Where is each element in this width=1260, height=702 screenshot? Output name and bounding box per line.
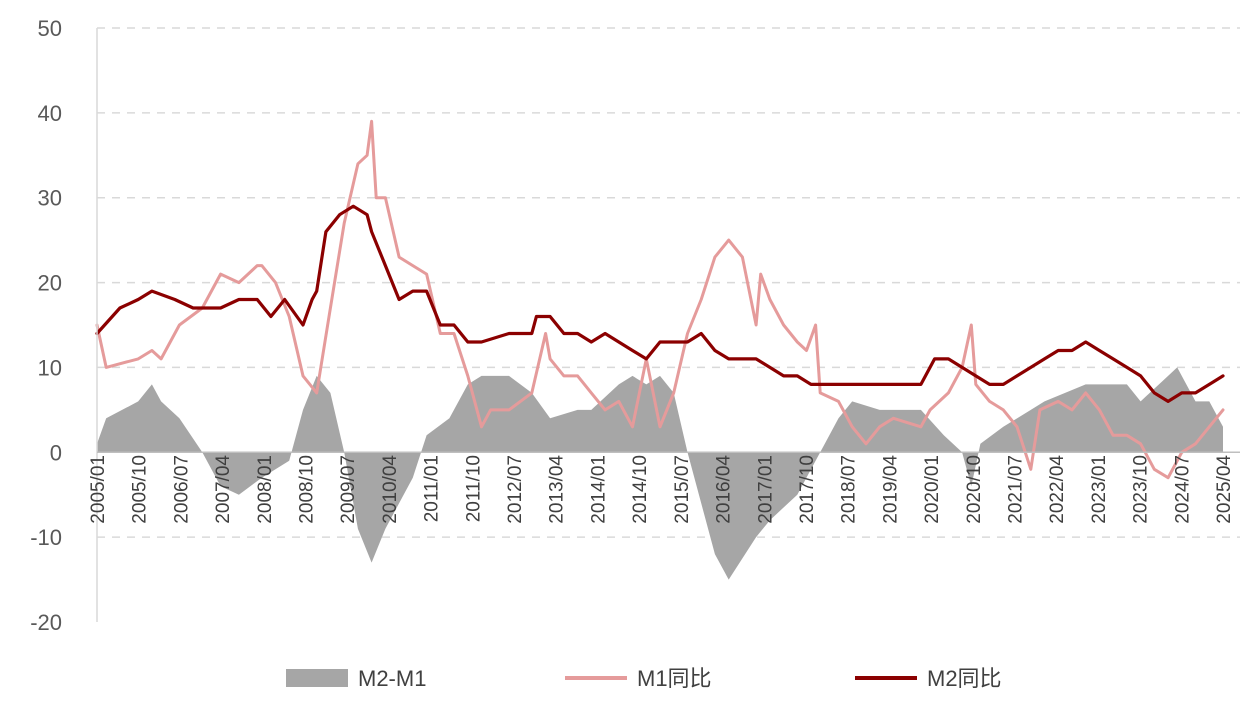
- x-tick-label: 2018/07: [839, 455, 860, 524]
- x-tick-label: 2007/04: [213, 455, 234, 524]
- y-tick-label: -20: [30, 610, 62, 635]
- y-tick-label: 0: [50, 440, 62, 465]
- legend-label: M1同比: [637, 666, 712, 691]
- x-tick-label: 2011/10: [463, 455, 484, 522]
- x-tick-label: 2009/07: [338, 455, 359, 524]
- y-tick-label: 50: [38, 16, 62, 41]
- x-tick-label: 2011/01: [422, 455, 443, 522]
- y-tick-label: 10: [38, 355, 62, 380]
- x-tick-label: 2005/01: [88, 455, 109, 524]
- legend: M2-M1 M1同比 M2同比: [286, 666, 1002, 691]
- x-tick-label: 2005/10: [130, 455, 151, 524]
- legend-label: M2同比: [927, 666, 1002, 691]
- y-tick-label: 30: [38, 186, 62, 211]
- axes: [96, 28, 1240, 622]
- line-layer: [95, 119, 1225, 480]
- y-tick-labels: 50 40 30 20 10 0 -10 -20: [30, 16, 62, 635]
- x-tick-label: 2022/04: [1047, 455, 1068, 524]
- series-m2-line: [95, 204, 1225, 403]
- x-tick-label: 2023/10: [1131, 455, 1152, 524]
- series-m1-line: [95, 119, 1225, 480]
- x-tick-label: 2008/10: [297, 455, 318, 524]
- x-tick-label: 2012/07: [505, 455, 526, 524]
- x-tick-labels: 2005/01 2005/10 2006/07 2007/04 2008/01 2008/…: [88, 455, 1235, 524]
- x-tick-label: 2024/07: [1172, 455, 1193, 524]
- x-tick-label: 2014/01: [588, 455, 609, 524]
- x-tick-label: 2020/10: [964, 455, 985, 524]
- x-tick-label: 2014/10: [630, 455, 651, 524]
- y-tick-label: -10: [30, 525, 62, 550]
- x-tick-label: 2019/04: [880, 455, 901, 524]
- gridlines: [97, 27, 1240, 538]
- x-tick-label: 2016/04: [714, 455, 735, 524]
- x-tick-label: 2023/01: [1089, 455, 1110, 524]
- area-layer: [97, 367, 1223, 580]
- x-tick-label: 2021/07: [1005, 455, 1026, 524]
- x-tick-label: 2008/01: [255, 455, 276, 524]
- x-tick-label: 2025/04: [1214, 455, 1235, 524]
- x-tick-label: 2015/07: [672, 455, 693, 524]
- x-tick-label: 2010/04: [380, 455, 401, 524]
- y-tick-label: 40: [38, 101, 62, 126]
- x-tick-label: 2017/01: [755, 455, 776, 524]
- x-tick-label: 2017/10: [797, 455, 818, 524]
- x-tick-label: 2020/01: [922, 455, 943, 524]
- y-tick-label: 20: [38, 271, 62, 296]
- x-tick-label: 2006/07: [171, 455, 192, 524]
- series-m2-m1-area: [97, 367, 1223, 580]
- legend-swatch: [286, 669, 348, 687]
- x-tick-label: 2013/04: [547, 455, 568, 524]
- legend-label: M2-M1: [358, 666, 426, 691]
